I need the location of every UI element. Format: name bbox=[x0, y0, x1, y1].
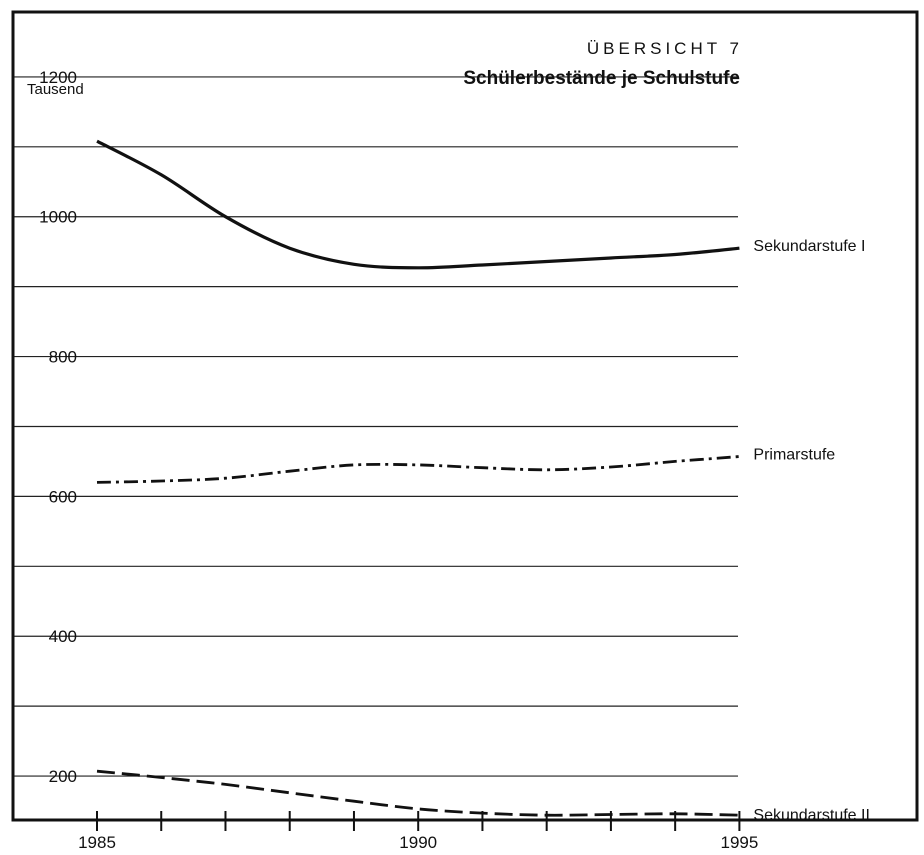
grid-lines bbox=[13, 76, 738, 777]
series-line-sekundarstufe-ii bbox=[96, 769, 740, 817]
axis-ticks bbox=[96, 811, 741, 831]
y-tick-label-600: 600 bbox=[49, 487, 77, 506]
plot-frame bbox=[11, 10, 919, 822]
series-line-sekundarstufe-i bbox=[96, 139, 740, 270]
y-tick-label-200: 200 bbox=[49, 767, 77, 786]
y-tick-label-1200: 1200 bbox=[39, 68, 77, 87]
series-lines bbox=[96, 139, 740, 817]
y-axis-label: Tausend bbox=[27, 81, 84, 98]
y-tick-label-800: 800 bbox=[49, 348, 77, 367]
series-label-primarstufe: Primarstufe bbox=[753, 447, 835, 464]
y-tick-label-1000: 1000 bbox=[39, 208, 77, 227]
x-tick-label-1990: 1990 bbox=[399, 833, 437, 852]
chart-title: Schülerbestände je Schulstufe bbox=[463, 68, 740, 89]
series-label-sekundarstufe-i: Sekundarstufe I bbox=[753, 238, 865, 255]
x-tick-label-1995: 1995 bbox=[720, 833, 758, 852]
series-label-sekundarstufe-ii: Sekundarstufe II bbox=[753, 807, 870, 824]
y-tick-label-400: 400 bbox=[49, 627, 77, 646]
series-labels: Sekundarstufe I Primarstufe Sekundarstufe … bbox=[753, 238, 870, 824]
chart-overline: ÜBERSICHT 7 bbox=[587, 39, 743, 58]
x-tick-label-1985: 1985 bbox=[78, 833, 116, 852]
axis-labels: 200 400 600 800 1000 1200 1985 1990 1995 bbox=[39, 68, 758, 852]
series-line-primarstufe bbox=[96, 455, 740, 484]
